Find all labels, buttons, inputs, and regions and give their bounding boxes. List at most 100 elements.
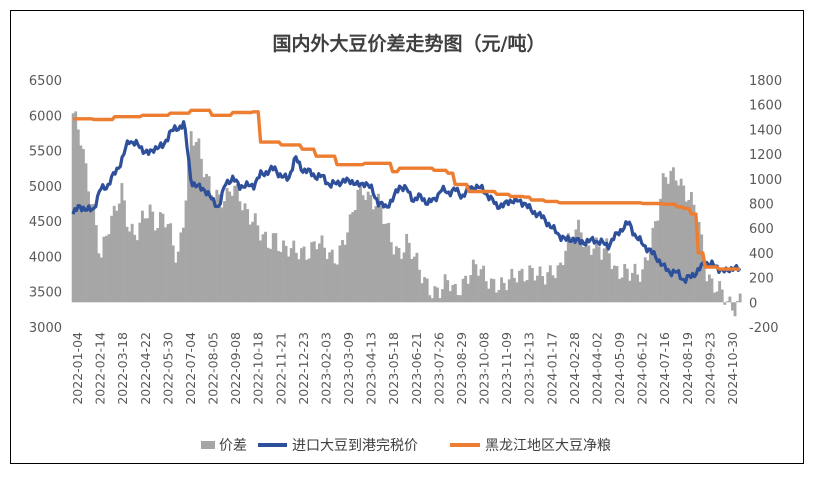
spread-bar bbox=[405, 233, 409, 303]
spread-bar bbox=[74, 111, 78, 303]
spread-bar bbox=[648, 250, 652, 303]
spread-bar bbox=[353, 210, 357, 303]
spread-bar bbox=[133, 234, 137, 303]
spread-bar bbox=[197, 138, 201, 303]
spread-bar bbox=[310, 242, 314, 303]
spread-bar bbox=[695, 221, 698, 303]
spread-bar bbox=[202, 177, 206, 303]
spread-bar bbox=[561, 265, 565, 303]
spread-bar bbox=[515, 282, 519, 303]
left-tick-label: 3000 bbox=[29, 321, 62, 336]
spread-bar bbox=[528, 265, 532, 303]
spread-bar bbox=[343, 244, 347, 303]
spread-bar bbox=[287, 256, 291, 303]
spread-bar bbox=[99, 257, 103, 303]
spread-bar bbox=[615, 266, 619, 303]
spread-bar bbox=[335, 264, 339, 303]
spread-bar bbox=[241, 210, 244, 303]
spread-bar bbox=[595, 237, 598, 303]
spread-bar bbox=[81, 148, 85, 303]
spread-bar bbox=[412, 256, 416, 303]
x-tick-label: 2022-09-08 bbox=[228, 332, 243, 405]
x-tick-label: 2024-04-02 bbox=[589, 332, 604, 405]
left-axis-ticks: 3000 3500 4000 4500 5000 5500 6000 6500 bbox=[29, 74, 62, 336]
right-tick-label: 0 bbox=[749, 296, 757, 311]
spread-bar bbox=[707, 274, 711, 303]
spread-bar bbox=[628, 280, 632, 303]
spread-bar bbox=[482, 265, 486, 303]
spread-bar bbox=[317, 243, 321, 303]
x-tick-label: 2024-08-19 bbox=[680, 332, 695, 405]
spread-bar bbox=[292, 240, 296, 303]
x-tick-label: 2024-06-12 bbox=[635, 332, 650, 405]
spread-bar bbox=[164, 227, 167, 303]
spread-bar bbox=[400, 258, 403, 303]
spread-bar bbox=[523, 281, 527, 303]
spread-bar bbox=[453, 283, 457, 303]
spread-bar bbox=[723, 302, 727, 305]
spread-bar bbox=[117, 203, 121, 303]
spread-bar bbox=[366, 191, 370, 303]
spread-bar bbox=[630, 272, 634, 303]
spread-bar bbox=[520, 268, 524, 303]
spread-bar bbox=[205, 173, 208, 303]
spread-bar bbox=[654, 221, 657, 303]
spread-bar bbox=[479, 269, 483, 303]
spread-bar bbox=[410, 258, 414, 303]
spread-bar bbox=[320, 235, 324, 303]
spread-bar bbox=[674, 180, 678, 303]
x-tick-label: 2022-01-04 bbox=[70, 332, 85, 405]
spread-bar bbox=[166, 224, 170, 303]
spread-bar bbox=[258, 240, 262, 303]
spread-bar bbox=[548, 265, 552, 303]
spread-bar bbox=[487, 288, 491, 303]
spread-bar bbox=[276, 250, 280, 303]
chart-title: 国内外大豆价差走势图（元/吨） bbox=[273, 32, 546, 55]
spread-bar bbox=[348, 214, 352, 303]
spread-bar bbox=[736, 300, 740, 303]
spread-bar bbox=[720, 289, 724, 303]
spread-bar bbox=[112, 205, 116, 303]
spread-bar bbox=[407, 242, 411, 303]
spread-bar bbox=[297, 259, 301, 303]
spread-bar bbox=[684, 201, 688, 303]
spread-bar bbox=[325, 258, 329, 303]
x-tick-label: 2024-10-30 bbox=[725, 332, 740, 405]
spread-bar bbox=[579, 232, 583, 303]
spread-bar bbox=[110, 215, 114, 303]
spread-bar bbox=[507, 279, 511, 303]
right-tick-label: 1000 bbox=[749, 173, 782, 188]
spread-bar bbox=[176, 251, 180, 303]
spread-bar bbox=[120, 183, 124, 303]
spread-bar bbox=[382, 224, 385, 303]
spread-bar bbox=[171, 245, 175, 303]
spread-bar bbox=[194, 142, 198, 303]
spread-bar bbox=[525, 279, 529, 303]
spread-bar bbox=[492, 279, 496, 303]
spread-bar bbox=[731, 302, 734, 311]
spread-bar bbox=[89, 204, 93, 303]
spread-bar bbox=[143, 218, 147, 303]
spread-bars bbox=[71, 111, 742, 317]
x-tick-label: 2022-05-30 bbox=[160, 332, 175, 405]
spread-bar bbox=[433, 286, 437, 303]
spread-bar bbox=[425, 278, 429, 303]
x-tick-label: 2023-04-13 bbox=[364, 332, 379, 405]
spread-bar bbox=[392, 254, 396, 303]
x-tick-label: 2022-03-18 bbox=[115, 332, 130, 405]
spread-bar bbox=[333, 263, 337, 303]
spread-bar bbox=[107, 234, 111, 303]
spread-bar bbox=[597, 246, 601, 303]
spread-bar bbox=[233, 185, 237, 303]
spread-bar bbox=[248, 224, 252, 303]
spread-bar bbox=[569, 236, 573, 303]
spread-bar bbox=[715, 291, 719, 303]
spread-bar bbox=[702, 264, 706, 303]
spread-bar bbox=[564, 250, 568, 303]
spread-bar bbox=[158, 212, 162, 303]
spread-bar bbox=[87, 191, 90, 303]
spread-bar bbox=[76, 129, 80, 303]
spread-bar bbox=[638, 281, 642, 303]
spread-bar bbox=[307, 258, 311, 303]
spread-bar bbox=[584, 243, 588, 303]
